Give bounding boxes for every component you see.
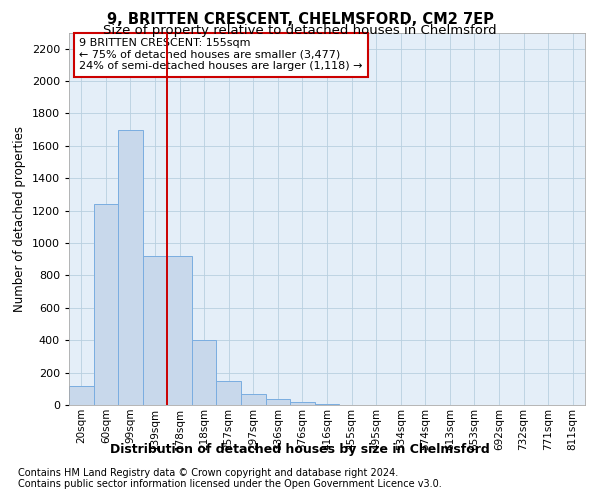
Bar	[217, 380, 241, 405]
Bar	[192, 340, 217, 405]
Bar	[290, 402, 315, 405]
Bar	[266, 400, 290, 405]
Text: Contains public sector information licensed under the Open Government Licence v3: Contains public sector information licen…	[18, 479, 442, 489]
Text: Distribution of detached houses by size in Chelmsford: Distribution of detached houses by size …	[110, 442, 490, 456]
Text: Contains HM Land Registry data © Crown copyright and database right 2024.: Contains HM Land Registry data © Crown c…	[18, 468, 398, 477]
Text: 9 BRITTEN CRESCENT: 155sqm
← 75% of detached houses are smaller (3,477)
24% of s: 9 BRITTEN CRESCENT: 155sqm ← 75% of deta…	[79, 38, 363, 72]
Bar	[143, 256, 167, 405]
Bar	[94, 204, 118, 405]
Bar	[167, 256, 192, 405]
Text: 9, BRITTEN CRESCENT, CHELMSFORD, CM2 7EP: 9, BRITTEN CRESCENT, CHELMSFORD, CM2 7EP	[107, 12, 493, 26]
Text: Size of property relative to detached houses in Chelmsford: Size of property relative to detached ho…	[103, 24, 497, 37]
Bar	[118, 130, 143, 405]
Bar	[241, 394, 266, 405]
Y-axis label: Number of detached properties: Number of detached properties	[13, 126, 26, 312]
Bar	[69, 386, 94, 405]
Bar	[315, 404, 339, 405]
